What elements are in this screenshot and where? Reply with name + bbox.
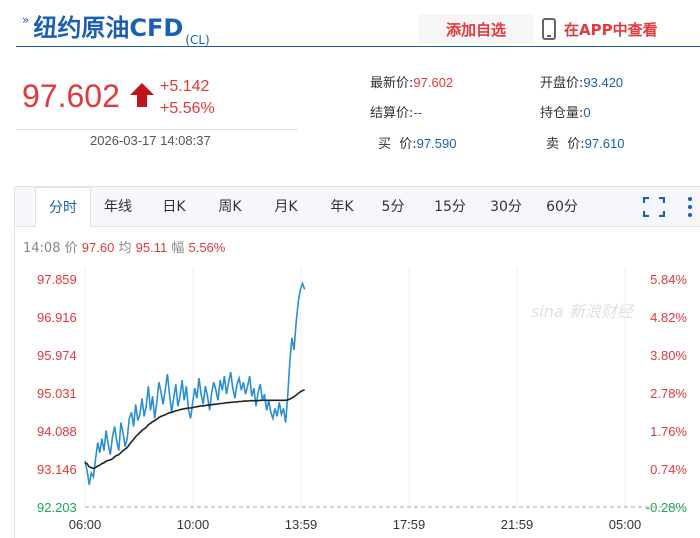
phone-icon [542,18,556,40]
tab-month-k[interactable]: 月K [274,199,298,215]
x-tick-label: 06:00 [69,517,102,532]
tab-5min[interactable]: 5分 [381,199,405,215]
y-tick-label-left: 95.031 [37,386,77,401]
instrument-code: (CL) [185,33,210,47]
tab-intraday[interactable]: 分时 [35,187,91,227]
infobar-price: 97.60 [81,240,115,255]
intraday-chart[interactable]: sina 新浪财经 97.859 5.84% 96.916 4.82% 95.974 3.8… [15,187,700,538]
x-tick-label: 17:59 [393,517,426,532]
y-tick-label-left: 95.974 [37,348,77,363]
y-tick-label-right: 2.78% [650,386,687,401]
y-tick-label-left: 96.916 [37,310,77,325]
page-header: » 纽约原油CFD (CL) 添加自选 在APP中查看 [0,0,700,50]
price-line [84,280,306,486]
open-in-app-button[interactable]: 在APP中查看 [542,14,658,44]
x-tick-label: 13:59 [285,517,318,532]
y-tick-label-right: 0.74% [650,462,687,477]
tab-15min[interactable]: 15分 [434,199,466,215]
y-tick-label-right: 3.80% [650,348,687,363]
field-value: 97.590 [416,136,457,151]
infobar-avg: 95.11 [135,240,168,255]
infobar-price-label: 价 [64,241,78,256]
price-change-pct: +5.56% [160,100,215,117]
infobar-amp-label: 幅 [171,241,185,256]
y-tick-label-left: 94.088 [37,424,77,439]
fullscreen-icon[interactable] [643,197,665,217]
field-settle: 结算价:-- [370,102,422,121]
y-tick-label-right: 5.84% [650,272,687,287]
y-tick-label-left: 93.146 [37,462,77,477]
field-value: -- [413,105,423,120]
title-divider [16,46,700,47]
tab-year-line[interactable]: 年线 [104,199,132,215]
y-tick-label-right: 1.76% [650,424,687,439]
field-open: 开盘价:93.420 [540,72,623,91]
infobar-time: 14:08 [23,241,61,256]
field-value: 97.602 [413,75,454,90]
tab-week-k[interactable]: 周K [218,199,242,215]
field-label: 卖 价: [546,137,585,152]
field-label: 开盘价: [540,76,584,91]
y-tick-label-left: 97.859 [37,272,77,287]
chart-infobar: 14:08 价 97.60 均 95.11 幅 5.56% [23,237,225,256]
field-value: 93.420 [583,75,624,90]
open-in-app-label: 在APP中查看 [564,20,658,39]
tab-day-k[interactable]: 日K [162,199,186,215]
average-line [84,389,305,470]
field-open-interest: 持仓量:0 [540,102,591,121]
field-value: 97.610 [584,136,625,151]
field-label: 持仓量: [540,106,584,121]
x-tick-label: 21:59 [501,517,534,532]
tab-60min[interactable]: 60分 [546,199,578,215]
tab-30min[interactable]: 30分 [490,199,522,215]
page-title: 纽约原油CFD [33,14,184,42]
more-icon[interactable] [687,195,693,219]
price-change-block: +5.142 +5.56% [160,76,215,120]
quote-datetime: 2026-03-17 14:08:37 [90,133,211,148]
y-tick-label-left: 92.203 [37,500,77,515]
infobar-avg-label: 均 [118,241,132,256]
infobar-amp: 5.56% [188,240,226,255]
field-ask: 卖 价:97.610 [546,133,624,152]
x-tick-label: 05:00 [609,517,642,532]
title-wrap: » 纽约原油CFD (CL) [22,8,210,47]
last-price: 97.602 [22,78,120,114]
field-label: 最新价: [370,76,414,91]
y-tick-label-right: 4.82% [650,310,687,325]
price-change: +5.142 [160,78,210,95]
up-arrow-icon [130,83,154,107]
quote-divider [16,129,298,130]
watermark: sina 新浪财经 [531,302,635,321]
add-watchlist-button[interactable]: 添加自选 [418,14,534,44]
period-tabs: 分时 年线 日K 周K 月K 年K 5分 15分 30分 60分 [15,187,700,227]
field-label: 结算价: [370,106,414,121]
chart-panel: 分时 年线 日K 周K 月K 年K 5分 15分 30分 60分 14:08 价… [14,186,700,538]
field-label: 买 价: [378,137,417,152]
field-last: 最新价:97.602 [370,72,453,91]
x-tick-label: 10:00 [177,517,210,532]
field-bid: 买 价:97.590 [378,133,456,152]
double-chevron-icon: » [22,13,30,27]
field-value: 0 [583,105,591,120]
tab-year-k[interactable]: 年K [330,199,354,215]
